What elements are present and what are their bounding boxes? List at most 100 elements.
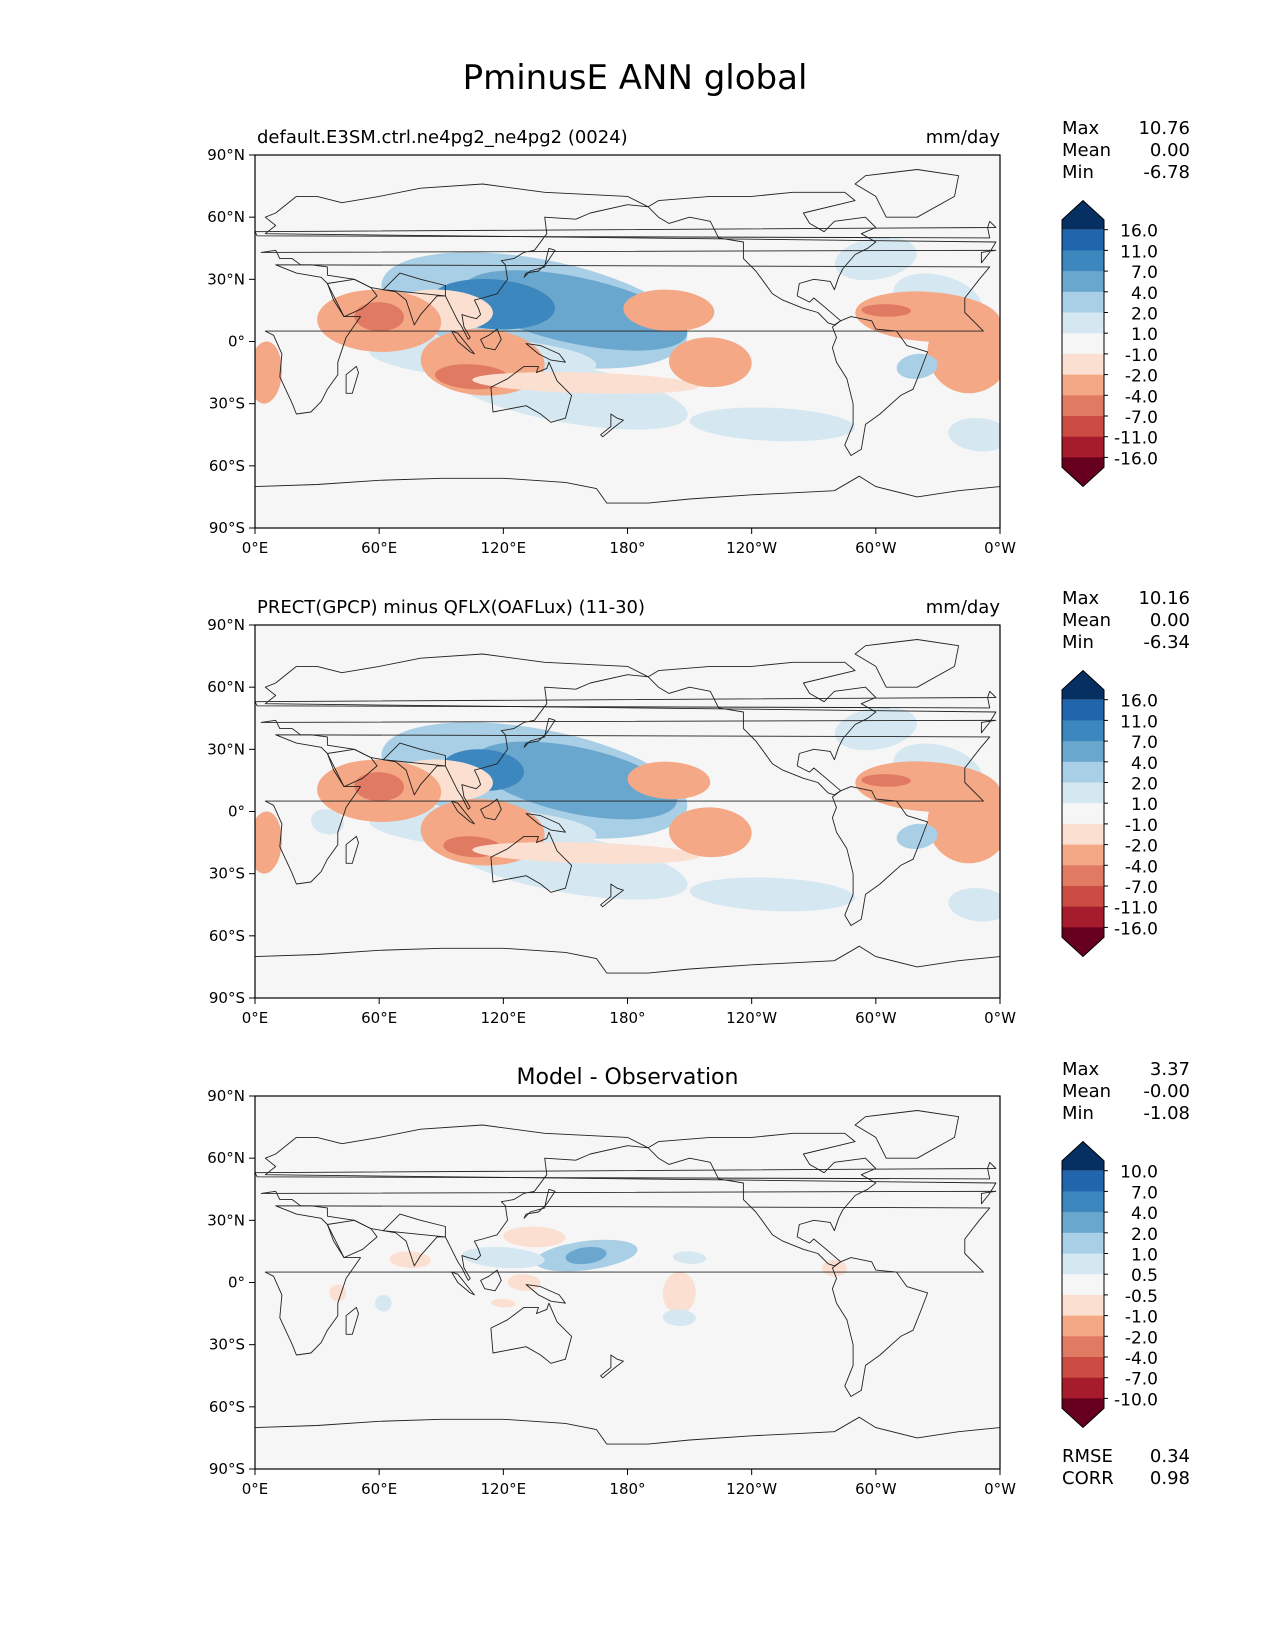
stat-value: -0.00 bbox=[1143, 1081, 1190, 1102]
colorbar-tick-label: -16.0 bbox=[1114, 449, 1158, 469]
colorbar-tick-label: -7.0 bbox=[1125, 408, 1158, 428]
y-tick-label: 60°N bbox=[207, 208, 245, 226]
anomaly-region bbox=[861, 774, 912, 787]
x-tick-label: 180° bbox=[609, 1009, 645, 1027]
coastline-india bbox=[382, 1213, 446, 1267]
colorbar-outline bbox=[1061, 199, 1105, 488]
coastline-japan bbox=[523, 717, 556, 748]
colorbar-segment bbox=[1062, 1336, 1104, 1358]
colorbar-tick-label: -4.0 bbox=[1125, 387, 1158, 407]
x-tick-label: 60°E bbox=[361, 539, 397, 557]
coastline-samerica bbox=[831, 786, 929, 926]
colorbar-segment bbox=[1062, 291, 1104, 313]
x-tick-label: 120°E bbox=[481, 1009, 527, 1027]
colorbar-outline bbox=[1061, 669, 1105, 958]
anomaly-region bbox=[375, 1294, 392, 1312]
colorbar-tick-label: 4.0 bbox=[1131, 284, 1158, 304]
anomaly-region bbox=[503, 1226, 566, 1248]
anomaly-region bbox=[948, 417, 1000, 452]
stat-label: Min bbox=[1062, 162, 1094, 183]
stat-label: Max bbox=[1062, 1059, 1100, 1080]
x-tick-label: 120°E bbox=[481, 539, 527, 557]
coastline-japan bbox=[523, 1188, 556, 1219]
rmse-value: 0.34 bbox=[1150, 1446, 1190, 1467]
colorbar-tick-label: 11.0 bbox=[1120, 242, 1158, 262]
anomaly-region bbox=[329, 1284, 347, 1302]
colorbar-tick-label: -1.0 bbox=[1125, 1308, 1158, 1328]
colorbar-segment bbox=[1062, 312, 1104, 334]
colorbar-segment bbox=[1062, 436, 1104, 458]
anomaly-region bbox=[668, 807, 752, 858]
colorbar-tick-label: -10.0 bbox=[1114, 1390, 1158, 1410]
colorbar-segment bbox=[1062, 886, 1104, 908]
colorbar-segment bbox=[1062, 906, 1104, 928]
colorbar-tick-label: 2.0 bbox=[1131, 305, 1158, 325]
colorbar-tick-label: 7.0 bbox=[1131, 263, 1158, 283]
stat-value: -6.78 bbox=[1143, 162, 1190, 183]
coastline-india bbox=[382, 272, 446, 326]
x-tick-label: 120°W bbox=[726, 1009, 777, 1027]
colorbar-tick-label: 1.0 bbox=[1131, 795, 1158, 815]
coastline-namerica bbox=[647, 661, 877, 796]
colorbar-extend-bottom bbox=[1062, 927, 1104, 957]
coastline-uk bbox=[255, 690, 997, 709]
anomaly-region bbox=[311, 809, 344, 835]
colorbar-segment bbox=[1062, 1377, 1104, 1399]
y-tick-label: 0° bbox=[228, 333, 245, 351]
y-tick-label: 60°N bbox=[207, 1149, 245, 1167]
colorbar-segment bbox=[1062, 353, 1104, 376]
anomaly-region bbox=[255, 341, 282, 404]
colorbar-segment bbox=[1062, 1212, 1104, 1234]
coastline-sumatra bbox=[451, 800, 475, 825]
x-tick-label: 60°E bbox=[361, 1480, 397, 1498]
colorbar-tick-label: 7.0 bbox=[1131, 1183, 1158, 1203]
coastline-borneo bbox=[480, 328, 502, 351]
anomaly-region bbox=[462, 1246, 545, 1269]
y-tick-label: 60°S bbox=[209, 457, 245, 475]
colorbar-outline bbox=[1061, 1140, 1105, 1429]
stat-label: Mean bbox=[1062, 140, 1111, 161]
colorbar-segment bbox=[1062, 782, 1104, 804]
coastline-greenland bbox=[854, 639, 960, 688]
colorbar-tick-label: 16.0 bbox=[1120, 222, 1158, 242]
x-tick-label: 60°W bbox=[855, 1009, 897, 1027]
y-tick-label: 90°N bbox=[207, 616, 245, 634]
stat-value: 3.37 bbox=[1150, 1059, 1190, 1080]
stat-label: Min bbox=[1062, 632, 1094, 653]
coastline-africa bbox=[264, 1205, 991, 1356]
y-tick-label: 30°N bbox=[207, 740, 245, 758]
colorbar-tick-label: 0.5 bbox=[1131, 1266, 1158, 1286]
colorbar-segment bbox=[1062, 416, 1104, 438]
y-tick-label: 60°N bbox=[207, 678, 245, 696]
anomaly-region bbox=[354, 772, 404, 802]
colorbar-segment bbox=[1062, 374, 1104, 396]
anomaly-region bbox=[896, 353, 938, 379]
colorbar-tick-label: 7.0 bbox=[1131, 733, 1158, 753]
anomaly-region bbox=[896, 823, 938, 849]
coastline-australia bbox=[490, 361, 573, 423]
colorbar-tick-label: 10.0 bbox=[1120, 1163, 1158, 1183]
colorbar-segment bbox=[1062, 823, 1104, 846]
map-panel-2: 0°E 60°E 120°E 180° 120°W 60°W 0°W 90°N 60°N 30°N… bbox=[207, 588, 1190, 1027]
stat-label: Mean bbox=[1062, 610, 1111, 631]
anomaly-region bbox=[354, 302, 404, 332]
colorbar-tick-label: -11.0 bbox=[1114, 899, 1158, 919]
stat-label: Max bbox=[1062, 588, 1100, 609]
anomaly-region bbox=[472, 842, 700, 864]
colorbar-segment bbox=[1062, 229, 1104, 251]
ocean-background bbox=[255, 1096, 1000, 1469]
x-tick-label: 0°W bbox=[984, 1480, 1016, 1498]
coastline-antarctica bbox=[255, 945, 1000, 998]
anomaly-region bbox=[255, 811, 282, 874]
colorbar-segment bbox=[1062, 699, 1104, 721]
panel-center-title: Model - Observation bbox=[517, 1065, 739, 1090]
colorbar-extend-bottom bbox=[1062, 1398, 1104, 1428]
y-tick-label: 30°S bbox=[209, 395, 245, 413]
x-tick-label: 0°W bbox=[984, 1009, 1016, 1027]
colorbar: 10.07.04.02.01.00.5-0.5-1.0-2.0-4.0-7.0-… bbox=[1061, 1140, 1158, 1429]
coastline-seasia bbox=[260, 183, 997, 340]
y-tick-label: 60°S bbox=[209, 1398, 245, 1416]
colorbar-segment bbox=[1062, 865, 1104, 887]
x-tick-label: 0°E bbox=[242, 539, 269, 557]
